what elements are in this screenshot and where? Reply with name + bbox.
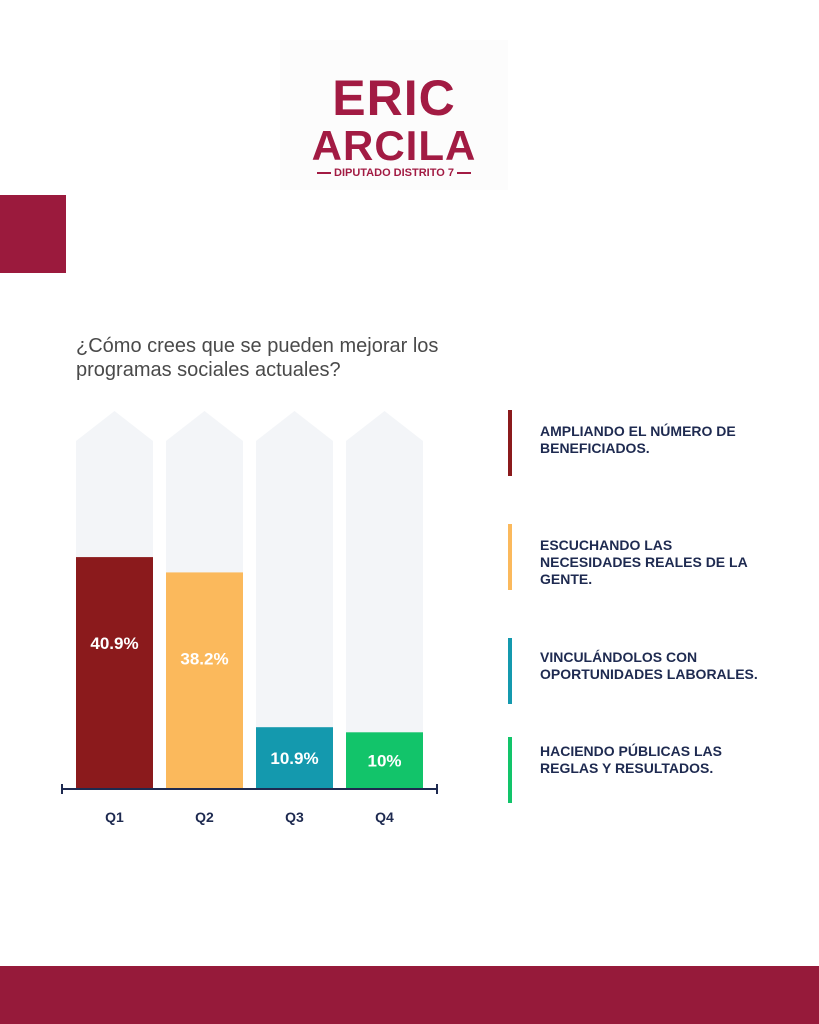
brand-logo: ERIC ARCILA DIPUTADO DISTRITO 7 — [280, 40, 508, 190]
legend-swatch-q1 — [508, 410, 512, 476]
bar-q3 — [256, 727, 333, 789]
logo-rule-right — [457, 172, 471, 175]
x-tick-label-q3: Q3 — [285, 809, 304, 825]
logo-subtitle-text: DIPUTADO DISTRITO 7 — [334, 167, 454, 179]
legend-label-q2: ESCUCHANDO LAS NECESIDADES REALES DE LA … — [540, 537, 748, 587]
logo-first-name: ERIC — [332, 70, 456, 126]
legend-item-q3: VINCULÁNDOLOS CON OPORTUNIDADES LABORALE… — [508, 638, 768, 704]
accent-square — [0, 195, 66, 273]
legend-label-q3: VINCULÁNDOLOS CON OPORTUNIDADES LABORALE… — [540, 649, 758, 682]
legend-item-q1: AMPLIANDO EL NÚMERO DE BENEFICIADOS. — [508, 410, 768, 476]
legend-swatch-q4 — [508, 737, 512, 803]
bar-q1 — [76, 557, 153, 789]
legend-label-q4: HACIENDO PÚBLICAS LAS REGLAS Y RESULTADO… — [540, 743, 723, 776]
data-label-q1: 40.9% — [90, 634, 138, 653]
data-label-q4: 10% — [367, 752, 401, 771]
bar-track-q4 — [346, 411, 423, 789]
data-label-q3: 10.9% — [270, 749, 318, 768]
data-label-q2: 38.2% — [180, 649, 228, 668]
x-tick-label-q1: Q1 — [105, 809, 124, 825]
chart-question: ¿Cómo crees que se pueden mejorar los pr… — [76, 335, 439, 381]
legend-label-q1: AMPLIANDO EL NÚMERO DE BENEFICIADOS. — [540, 423, 736, 456]
legend-swatch-q2 — [508, 524, 512, 590]
footer-band — [0, 966, 819, 1024]
logo-rule-left — [317, 172, 331, 175]
logo-last-name: ARCILA — [311, 122, 477, 169]
legend-item-q2: ESCUCHANDO LAS NECESIDADES REALES DE LA … — [508, 524, 768, 590]
legend-swatch-q3 — [508, 638, 512, 704]
logo-subtitle: DIPUTADO DISTRITO 7 — [280, 167, 508, 179]
legend-item-q4: HACIENDO PÚBLICAS LAS REGLAS Y RESULTADO… — [508, 737, 768, 803]
bar-q4 — [346, 732, 423, 789]
bar-q2 — [166, 572, 243, 789]
x-tick-label-q2: Q2 — [195, 809, 214, 825]
x-tick-label-q4: Q4 — [375, 809, 394, 825]
bar-track-q3 — [256, 411, 333, 789]
